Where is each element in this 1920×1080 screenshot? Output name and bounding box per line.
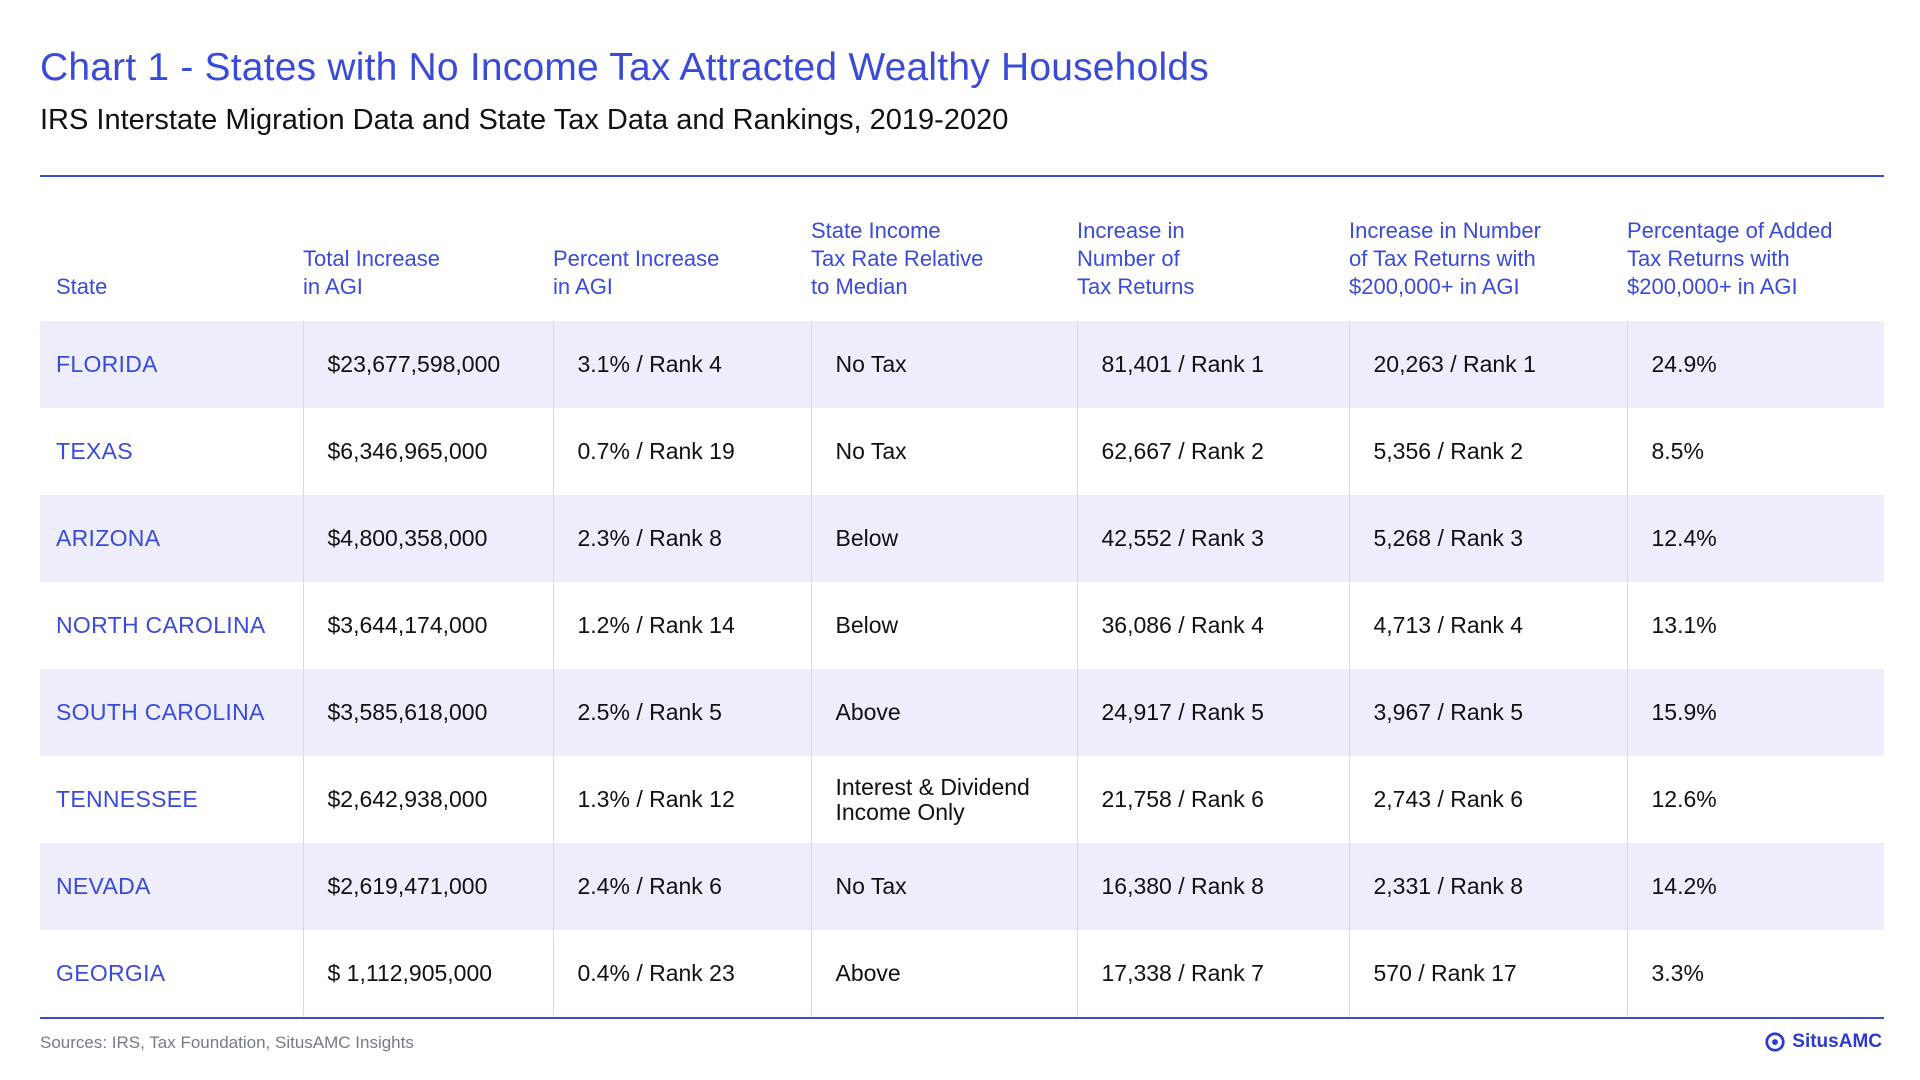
cell-state: NEVADA bbox=[40, 843, 303, 930]
cell-state: NORTH CAROLINA bbox=[56, 612, 266, 638]
brand-logo: SitusAMC bbox=[1764, 1031, 1882, 1053]
cell-percent-increase-agi: 3.1% / Rank 4 bbox=[552, 321, 811, 408]
cell-total-increase-agi: $ 1,112,905,000 bbox=[302, 930, 553, 1019]
cell-percentage-added-200k: 15.9% bbox=[1626, 669, 1884, 756]
cell-increase-returns: 16,380 / Rank 8 bbox=[1076, 843, 1349, 930]
table-row: SOUTH CAROLINA $3,585,618,000 2.5% / Rank … bbox=[40, 669, 1884, 756]
cell-state: GEORGIA bbox=[40, 930, 303, 1019]
cell-percent-increase-agi: 2.4% / Rank 6 bbox=[552, 843, 811, 930]
cell-total-increase-agi: $23,677,598,000 bbox=[302, 321, 553, 408]
cell-percent-increase-agi: 2.3% / Rank 8 bbox=[552, 495, 811, 582]
cell-total-increase-agi: $3,585,618,000 bbox=[302, 669, 553, 756]
cell-increase-returns-200k: 570 / Rank 17 bbox=[1348, 930, 1627, 1019]
table-header: State Total Increase in AGI Percent Incr… bbox=[40, 175, 1884, 321]
cell-percentage-added-200k: 12.6% bbox=[1626, 756, 1884, 843]
cell-tax-rate-relative: Above bbox=[810, 669, 1077, 756]
data-table-container: State Total Increase in AGI Percent Incr… bbox=[40, 175, 1884, 1019]
cell-increase-returns: 81,401 / Rank 1 bbox=[1076, 321, 1349, 408]
cell-total-increase-agi: $2,642,938,000 bbox=[302, 756, 553, 843]
cell-state: TEXAS bbox=[56, 438, 133, 464]
cell-percentage-added-200k: 13.1% bbox=[1626, 582, 1884, 669]
cell-tax-rate-relative: Interest & Dividend Income Only bbox=[810, 756, 1077, 843]
cell-increase-returns-200k: 2,331 / Rank 8 bbox=[1348, 843, 1627, 930]
cell-increase-returns: 21,758 / Rank 6 bbox=[1076, 756, 1349, 843]
table-row: NEVADA $2,619,471,000 2.4% / Rank 6 No Tax 1… bbox=[40, 843, 1884, 930]
cell-increase-returns-200k: 20,263 / Rank 1 bbox=[1348, 321, 1627, 408]
table-row: FLORIDA $23,677,598,000 3.1% / Rank 4 No Ta… bbox=[40, 321, 1884, 408]
cell-increase-returns: 42,552 / Rank 3 bbox=[1076, 495, 1349, 582]
cell-total-increase-agi: $3,644,174,000 bbox=[302, 582, 553, 669]
cell-increase-returns: 24,917 / Rank 5 bbox=[1076, 669, 1349, 756]
cell-tax-rate-relative: No Tax bbox=[810, 321, 1077, 408]
chart-subtitle: IRS Interstate Migration Data and State … bbox=[40, 104, 1009, 136]
column-header-total-increase-agi: Total Increase in AGI bbox=[303, 175, 553, 321]
column-header-state: State bbox=[40, 175, 303, 321]
cell-state: FLORIDA bbox=[40, 321, 303, 408]
cell-state: ARIZONA bbox=[40, 495, 303, 582]
column-header-increase-returns-200k: Increase in Number of Tax Returns with $… bbox=[1349, 175, 1627, 321]
header-row: State Total Increase in AGI Percent Incr… bbox=[40, 175, 1884, 321]
table-row: TEXAS $6,346,965,000 0.7% / Rank 19 No Tax 6… bbox=[40, 408, 1884, 495]
cell-percentage-added-200k: 24.9% bbox=[1626, 321, 1884, 408]
cell-tax-rate-relative: Below bbox=[810, 582, 1077, 669]
cell-total-increase-agi: $2,619,471,000 bbox=[302, 843, 553, 930]
brand-name: SitusAMC bbox=[1792, 1031, 1882, 1052]
cell-tax-rate-relative: Above bbox=[810, 930, 1077, 1019]
cell-percentage-added-200k: 14.2% bbox=[1626, 843, 1884, 930]
source-note: Sources: IRS, Tax Foundation, SitusAMC I… bbox=[40, 1033, 414, 1052]
cell-percent-increase-agi: 1.3% / Rank 12 bbox=[552, 756, 811, 843]
cell-increase-returns: 62,667 / Rank 2 bbox=[1076, 408, 1349, 495]
column-header-increase-returns: Increase in Number of Tax Returns bbox=[1077, 175, 1349, 321]
cell-increase-returns-200k: 4,713 / Rank 4 bbox=[1348, 582, 1627, 669]
column-header-percent-increase-agi: Percent Increase in AGI bbox=[553, 175, 811, 321]
cell-percentage-added-200k: 12.4% bbox=[1626, 495, 1884, 582]
cell-percent-increase-agi: 1.2% / Rank 14 bbox=[552, 582, 811, 669]
cell-increase-returns-200k: 2,743 / Rank 6 bbox=[1348, 756, 1627, 843]
data-table: State Total Increase in AGI Percent Incr… bbox=[40, 175, 1884, 1019]
cell-increase-returns-200k: 3,967 / Rank 5 bbox=[1348, 669, 1627, 756]
chart-title: Chart 1 - States with No Income Tax Attr… bbox=[40, 46, 1209, 89]
cell-state: TENNESSEE bbox=[56, 786, 199, 812]
table-row: TENNESSEE $2,642,938,000 1.3% / Rank 12 Int… bbox=[40, 756, 1884, 843]
table-row: GEORGIA $ 1,112,905,000 0.4% / Rank 23 Abov… bbox=[40, 930, 1884, 1019]
cell-increase-returns: 36,086 / Rank 4 bbox=[1076, 582, 1349, 669]
cell-total-increase-agi: $4,800,358,000 bbox=[302, 495, 553, 582]
column-header-percentage-added-200k: Percentage of Added Tax Returns with $20… bbox=[1627, 175, 1884, 321]
cell-increase-returns-200k: 5,268 / Rank 3 bbox=[1348, 495, 1627, 582]
situsamc-logo-icon bbox=[1765, 1032, 1785, 1052]
cell-percent-increase-agi: 0.7% / Rank 19 bbox=[552, 408, 811, 495]
cell-increase-returns-200k: 5,356 / Rank 2 bbox=[1348, 408, 1627, 495]
cell-percent-increase-agi: 2.5% / Rank 5 bbox=[552, 669, 811, 756]
column-header-tax-rate-relative: State Income Tax Rate Relative to Median bbox=[811, 175, 1077, 321]
cell-tax-rate-relative: Below bbox=[810, 495, 1077, 582]
cell-tax-rate-relative: No Tax bbox=[810, 843, 1077, 930]
cell-increase-returns: 17,338 / Rank 7 bbox=[1076, 930, 1349, 1019]
cell-total-increase-agi: $6,346,965,000 bbox=[302, 408, 553, 495]
cell-state: SOUTH CAROLINA bbox=[40, 669, 303, 756]
table-row: ARIZONA $4,800,358,000 2.3% / Rank 8 Below 4… bbox=[40, 495, 1884, 582]
table-body: FLORIDA $23,677,598,000 3.1% / Rank 4 No Ta… bbox=[40, 321, 1884, 1019]
cell-percent-increase-agi: 0.4% / Rank 23 bbox=[552, 930, 811, 1019]
table-row: NORTH CAROLINA $3,644,174,000 1.2% / Rank … bbox=[40, 582, 1884, 669]
cell-tax-rate-relative: No Tax bbox=[810, 408, 1077, 495]
cell-percentage-added-200k: 3.3% bbox=[1626, 930, 1884, 1019]
cell-percentage-added-200k: 8.5% bbox=[1626, 408, 1884, 495]
